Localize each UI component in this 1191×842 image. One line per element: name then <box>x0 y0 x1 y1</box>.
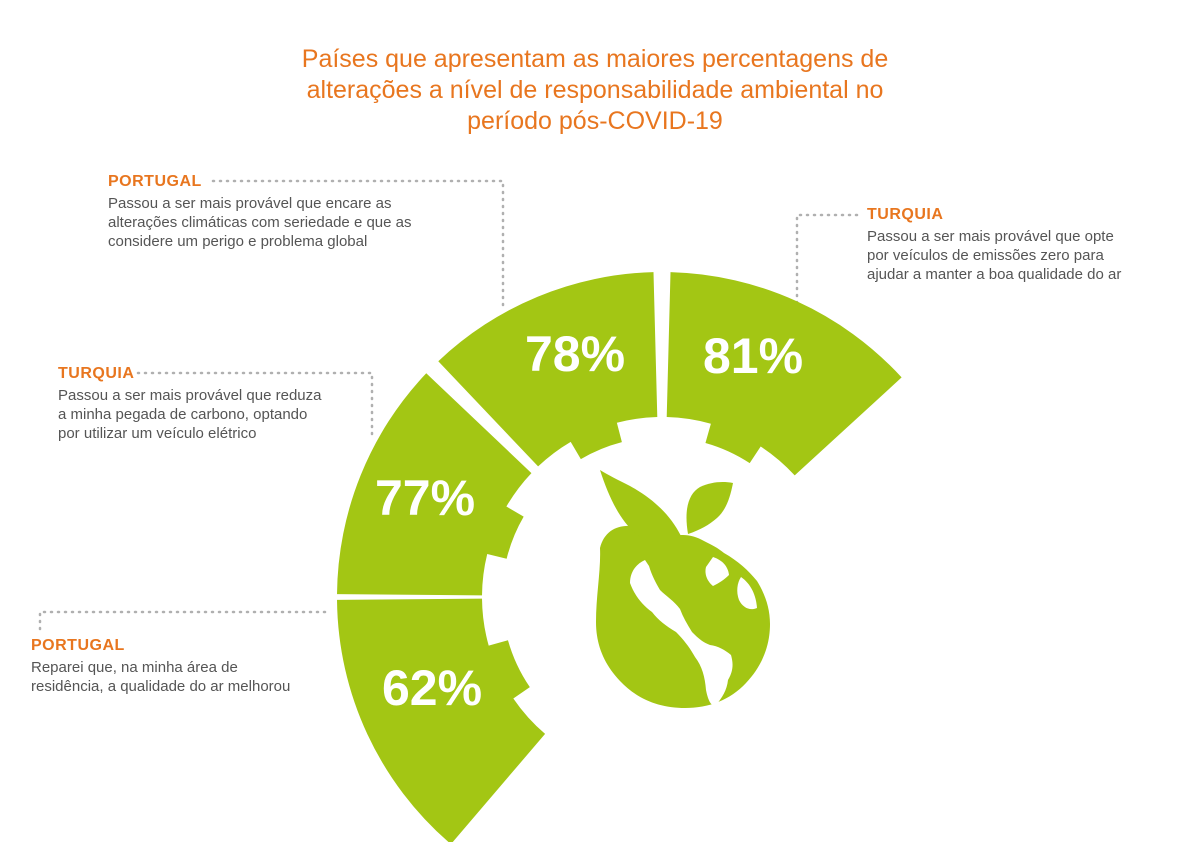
arc-segment <box>337 598 546 842</box>
callout-line: por utilizar um veículo elétrico <box>58 425 257 442</box>
callout-description: Passou a ser mais provável que opte por … <box>867 227 1121 284</box>
callout-turquia-zero-emissions: TURQUIA Passou a ser mais provável que o… <box>867 205 1121 284</box>
arc-segment <box>666 272 902 476</box>
chart-title: Países que apresentam as maiores percent… <box>245 44 945 137</box>
arc-segment <box>337 373 532 596</box>
callout-portugal-air: PORTUGAL Reparei que, na minha área de r… <box>31 636 290 696</box>
callout-description: Reparei que, na minha área de residência… <box>31 658 290 696</box>
title-line: Países que apresentam as maiores percent… <box>301 45 889 73</box>
segment-labels: 62% 77% 78% 81% <box>375 326 803 716</box>
callout-line: considere um perigo e problema global <box>108 233 368 250</box>
callout-country: TURQUIA <box>58 365 135 382</box>
callout-line: Passou a ser mais provável que reduza <box>58 387 322 404</box>
leader-line-portugal-air <box>38 610 332 631</box>
callout-line: a minha pegada de carbono, optando <box>58 406 308 423</box>
earth-continents-icon <box>630 557 757 706</box>
arc-segment <box>438 272 658 467</box>
callout-line: por veículos de emissões zero para <box>867 247 1104 264</box>
callout-portugal-climate: PORTUGAL Passou a ser mais provável que … <box>108 172 412 251</box>
segment-value-label: 81% <box>703 328 803 384</box>
callout-description: Passou a ser mais provável que encare as… <box>108 194 412 251</box>
callout-country: PORTUGAL <box>108 173 202 190</box>
leader-line-turquia-zero <box>795 213 859 324</box>
callout-turquia-carbon: TURQUIA Passou a ser mais provável que r… <box>58 364 321 443</box>
segment-value-label: 78% <box>525 326 625 382</box>
callout-line: Passou a ser mais provável que opte <box>867 228 1114 245</box>
callout-line: Reparei que, na minha área de <box>31 659 238 676</box>
callout-line: residência, a qualidade do ar melhorou <box>31 678 291 695</box>
segment-value-label: 62% <box>382 660 482 716</box>
callout-line: alterações climáticas com seriedade e qu… <box>108 214 412 231</box>
leader-lines <box>38 179 859 631</box>
callout-line: ajudar a manter a boa qualidade do ar <box>867 266 1122 283</box>
arc-segments <box>337 272 902 842</box>
segment-value-label: 77% <box>375 470 475 526</box>
leader-line-portugal-climate <box>211 179 505 307</box>
callout-description: Passou a ser mais provável que reduza a … <box>58 386 321 443</box>
title-line: alterações a nível de responsabilidade a… <box>306 76 884 104</box>
callout-country: PORTUGAL <box>31 637 125 654</box>
callout-line: Passou a ser mais provável que encare as <box>108 195 392 212</box>
title-line: período pós-COVID-19 <box>467 107 723 135</box>
callout-country: TURQUIA <box>867 206 944 223</box>
leader-line-turquia-carbon <box>136 371 374 440</box>
